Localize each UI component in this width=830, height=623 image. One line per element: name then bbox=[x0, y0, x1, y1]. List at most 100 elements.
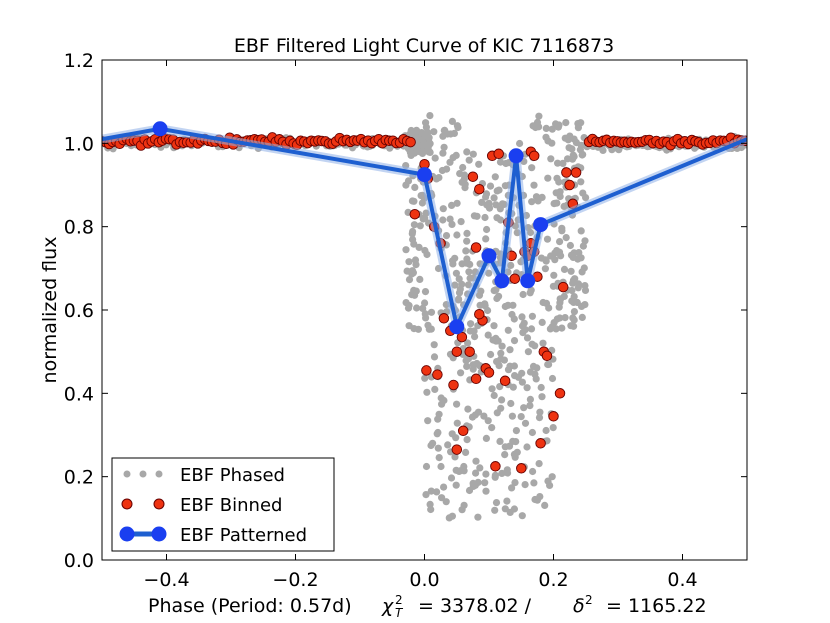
phased-point bbox=[449, 260, 457, 268]
phased-point bbox=[564, 155, 572, 163]
phased-point bbox=[507, 261, 515, 269]
phased-point bbox=[519, 329, 527, 337]
patterned-point bbox=[508, 148, 524, 164]
legend-patterned-marker-2 bbox=[151, 526, 167, 542]
phased-point bbox=[528, 340, 536, 348]
phased-point bbox=[565, 144, 573, 152]
phased-point bbox=[444, 441, 452, 449]
binned-point bbox=[528, 150, 540, 162]
phased-point bbox=[427, 487, 435, 495]
phased-point bbox=[454, 123, 462, 132]
phased-point bbox=[448, 201, 456, 209]
phased-point bbox=[402, 246, 410, 254]
phased-point bbox=[518, 378, 527, 386]
phased-point bbox=[405, 322, 413, 330]
phased-point bbox=[518, 369, 526, 377]
phased-point bbox=[554, 159, 562, 167]
phased-point bbox=[440, 483, 448, 491]
phased-point bbox=[424, 417, 432, 425]
phased-point bbox=[453, 199, 461, 207]
x-tick-label: 0.2 bbox=[538, 569, 568, 591]
phased-point bbox=[435, 174, 443, 182]
phased-point bbox=[492, 201, 500, 209]
binned-point bbox=[474, 183, 485, 195]
patterned-point bbox=[520, 273, 536, 289]
binned-point bbox=[483, 367, 495, 378]
phased-point bbox=[553, 315, 561, 323]
phased-point bbox=[440, 143, 448, 151]
phased-point bbox=[482, 470, 490, 478]
phased-point bbox=[535, 112, 543, 120]
legend-binned-label: EBF Binned bbox=[180, 495, 282, 516]
phased-point bbox=[456, 170, 464, 178]
legend-phased-marker-1 bbox=[123, 470, 131, 478]
phased-point bbox=[463, 436, 471, 444]
phased-point bbox=[498, 469, 506, 477]
phased-point bbox=[577, 178, 585, 186]
phased-point bbox=[470, 212, 478, 220]
phased-point bbox=[449, 154, 457, 162]
y-tick-label: 0.4 bbox=[64, 383, 94, 405]
phased-point bbox=[464, 405, 472, 413]
phased-point bbox=[511, 222, 520, 230]
phased-point bbox=[493, 409, 501, 417]
phased-point bbox=[481, 213, 489, 222]
phased-point bbox=[421, 288, 430, 296]
phased-point bbox=[438, 400, 446, 408]
binned-point bbox=[516, 463, 527, 474]
legend-entry-patterned: EBF Patterned bbox=[119, 525, 307, 546]
x-axis-label: Phase (Period: 0.57d) χ 2 T = 3378.02 / … bbox=[148, 593, 707, 620]
phased-point bbox=[501, 443, 509, 451]
phased-point bbox=[441, 126, 449, 134]
binned-point bbox=[409, 208, 421, 220]
phased-point bbox=[506, 346, 514, 354]
phased-point bbox=[558, 324, 566, 332]
phased-point bbox=[416, 275, 424, 283]
phased-point bbox=[497, 216, 505, 224]
phased-point bbox=[521, 481, 529, 489]
phased-point bbox=[510, 505, 518, 513]
legend-patterned-marker-1 bbox=[119, 526, 135, 542]
phased-point bbox=[404, 304, 413, 312]
phased-point bbox=[510, 450, 518, 458]
phased-point bbox=[439, 205, 447, 213]
phased-point bbox=[410, 286, 418, 294]
phased-point bbox=[498, 396, 506, 404]
phased-point bbox=[490, 322, 498, 330]
phased-point bbox=[501, 505, 509, 513]
phased-point bbox=[542, 124, 550, 132]
phased-point bbox=[518, 313, 526, 321]
phased-point bbox=[494, 337, 502, 345]
phased-point bbox=[465, 486, 474, 495]
phased-point bbox=[481, 479, 489, 487]
legend: EBF Phased EBF Binned EBF Patterned bbox=[111, 457, 335, 552]
phased-point bbox=[454, 296, 463, 304]
binned-point bbox=[554, 388, 566, 399]
phased-point bbox=[410, 240, 418, 248]
phased-point bbox=[433, 488, 441, 496]
phased-point bbox=[453, 400, 461, 408]
patterned-series-layer bbox=[102, 121, 747, 335]
phased-point bbox=[488, 385, 496, 393]
phased-point bbox=[439, 216, 447, 224]
phased-point bbox=[507, 399, 515, 408]
phased-point bbox=[544, 360, 552, 369]
phased-point bbox=[470, 327, 478, 335]
phased-point bbox=[567, 267, 575, 275]
binned-point bbox=[493, 148, 504, 160]
phased-point bbox=[411, 183, 419, 191]
phased-point bbox=[523, 384, 531, 392]
phased-point bbox=[553, 174, 561, 182]
phased-point bbox=[536, 408, 544, 416]
phased-point bbox=[469, 150, 477, 158]
phased-point bbox=[615, 146, 623, 154]
phased-point bbox=[448, 512, 456, 520]
phased-point bbox=[472, 469, 480, 477]
phased-point bbox=[550, 271, 558, 279]
phased-point bbox=[519, 290, 527, 299]
patterned-point bbox=[449, 319, 465, 335]
phased-point bbox=[496, 383, 504, 391]
phased-point bbox=[491, 473, 499, 481]
phased-point bbox=[471, 333, 479, 341]
phased-point bbox=[482, 235, 490, 243]
